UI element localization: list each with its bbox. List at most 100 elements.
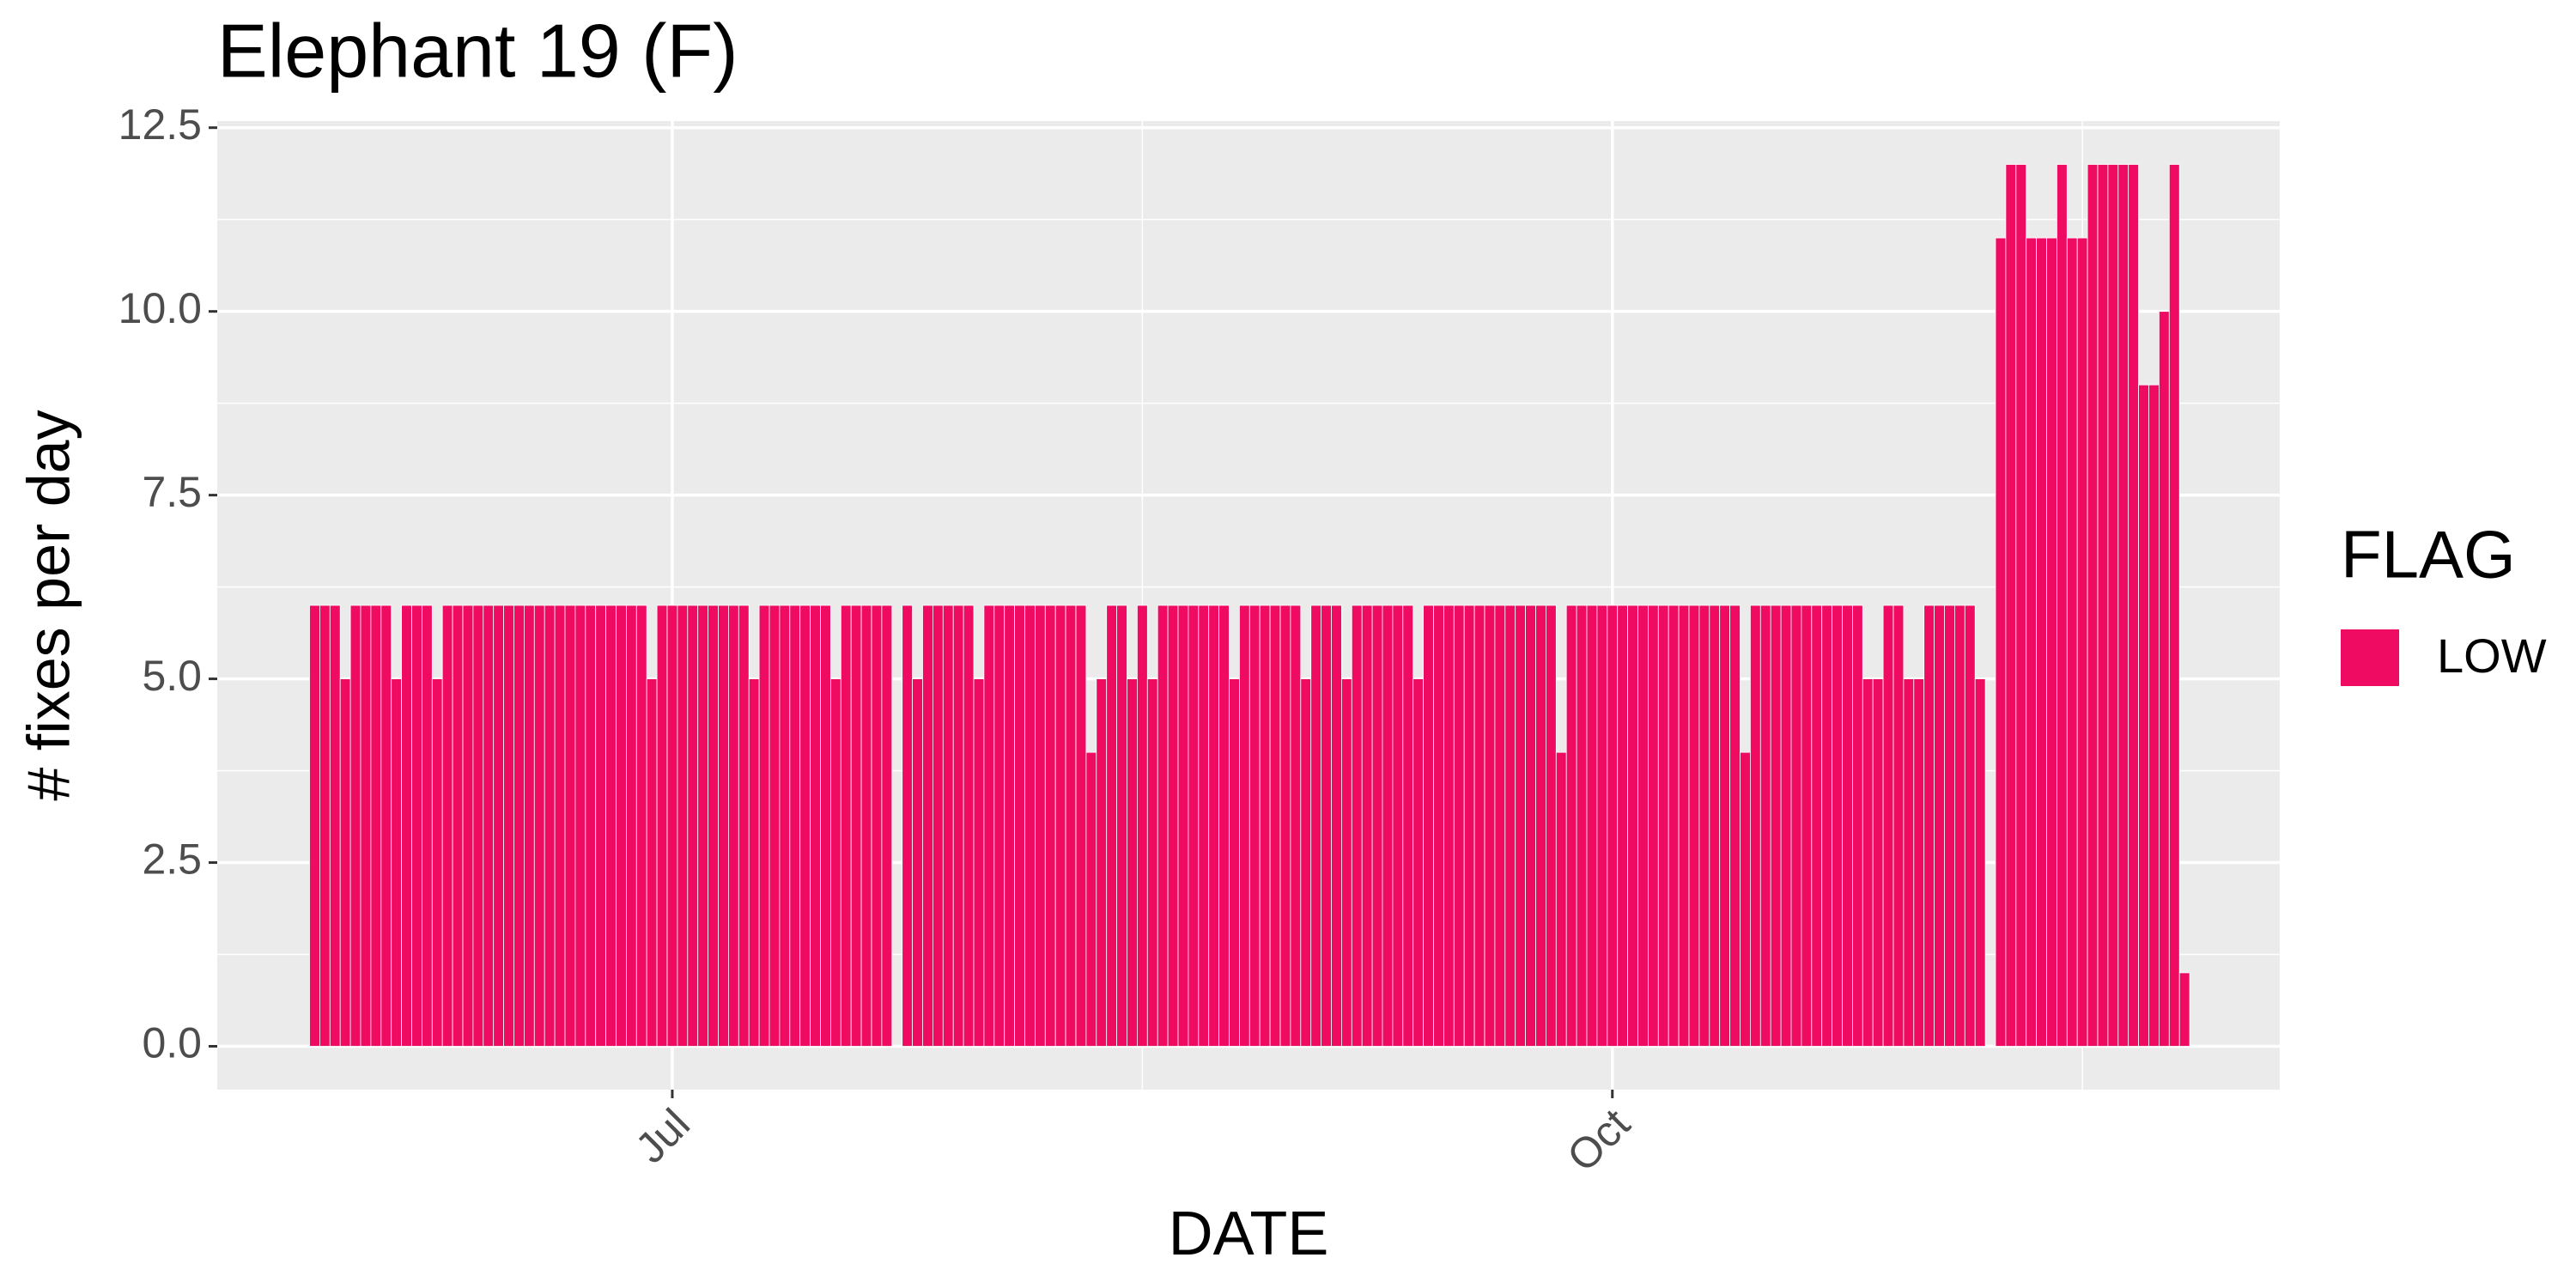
bar	[758, 605, 770, 1047]
bar	[533, 605, 545, 1047]
y-tick-label: 7.5	[142, 468, 202, 516]
bar	[1535, 605, 1546, 1047]
bar	[1790, 605, 1802, 1047]
bar	[1770, 605, 1782, 1047]
bar	[1627, 605, 1638, 1047]
bar	[574, 605, 586, 1047]
bar	[585, 605, 597, 1047]
bar	[441, 605, 453, 1047]
bar	[544, 605, 556, 1047]
bar	[2005, 164, 2017, 1047]
bar	[2066, 237, 2078, 1047]
bar	[605, 605, 617, 1047]
bar	[656, 605, 668, 1047]
bar	[1709, 605, 1721, 1047]
bar	[1923, 605, 1935, 1047]
bar	[1555, 751, 1567, 1047]
bar	[2117, 164, 2129, 1047]
bar	[2056, 164, 2068, 1047]
bar	[779, 605, 791, 1047]
bar	[1290, 605, 1302, 1047]
bar	[1331, 605, 1342, 1047]
bar	[1259, 605, 1271, 1047]
bar	[922, 605, 933, 1047]
bar	[1004, 605, 1015, 1047]
bar	[810, 605, 821, 1047]
bar	[1953, 605, 1965, 1047]
bar	[1208, 605, 1219, 1047]
bar	[789, 605, 801, 1047]
bar	[1893, 605, 1905, 1047]
bar	[349, 605, 361, 1047]
bar	[1657, 605, 1669, 1047]
bar	[2097, 164, 2109, 1047]
bar	[963, 605, 975, 1047]
bar	[2148, 384, 2160, 1047]
bar	[626, 605, 637, 1047]
bar	[1014, 605, 1025, 1047]
bar	[1279, 605, 1291, 1047]
bar	[902, 605, 913, 1047]
bar	[1188, 605, 1200, 1047]
bar	[2087, 164, 2099, 1047]
bar	[1075, 605, 1087, 1047]
bar	[1453, 605, 1465, 1047]
legend-title: FLAG	[2341, 517, 2516, 592]
bar	[1719, 605, 1730, 1047]
bar	[1546, 605, 1557, 1047]
bar	[728, 605, 739, 1047]
bar	[1127, 678, 1138, 1047]
bar	[1341, 678, 1352, 1047]
bar	[952, 605, 964, 1047]
bar	[1934, 605, 1945, 1047]
bar	[1321, 605, 1332, 1047]
bar	[401, 605, 412, 1047]
y-tick-label: 12.5	[118, 100, 202, 149]
bar	[513, 605, 525, 1047]
bar	[554, 605, 566, 1047]
bar	[1473, 605, 1485, 1047]
bar	[1842, 605, 1853, 1047]
bar	[1729, 605, 1741, 1047]
bar	[1596, 605, 1608, 1047]
bar	[860, 605, 872, 1047]
bar	[1106, 605, 1117, 1047]
bar	[748, 678, 760, 1047]
bar	[616, 605, 627, 1047]
bar	[493, 605, 505, 1047]
bar	[1382, 605, 1394, 1047]
bar	[1964, 605, 1976, 1047]
bar	[1269, 605, 1281, 1047]
bar	[472, 605, 484, 1047]
bar	[1637, 605, 1649, 1047]
bar	[850, 605, 862, 1047]
bar	[646, 678, 658, 1047]
bar	[1085, 751, 1097, 1047]
bar	[2178, 972, 2190, 1047]
bar	[820, 605, 831, 1047]
bar	[912, 678, 923, 1047]
bar	[1515, 605, 1526, 1047]
bar	[718, 605, 729, 1047]
bar	[993, 605, 1005, 1047]
bar	[1300, 678, 1312, 1047]
bar	[1157, 605, 1169, 1047]
y-axis-label: # fixes per day	[15, 410, 82, 800]
bar	[1392, 605, 1404, 1047]
bar	[1463, 605, 1475, 1047]
bar	[2128, 164, 2139, 1047]
bar	[2076, 237, 2088, 1047]
bar	[2168, 164, 2180, 1047]
bar	[881, 605, 893, 1047]
x-axis-label: DATE	[1169, 1200, 1329, 1268]
bar	[1698, 605, 1710, 1047]
bar	[871, 605, 883, 1047]
bar	[738, 605, 750, 1047]
bar	[411, 605, 422, 1047]
bar	[1065, 605, 1077, 1047]
bar	[339, 678, 351, 1047]
bar	[1494, 605, 1506, 1047]
bar	[1443, 605, 1455, 1047]
bar	[2158, 311, 2170, 1047]
bar	[687, 605, 699, 1047]
